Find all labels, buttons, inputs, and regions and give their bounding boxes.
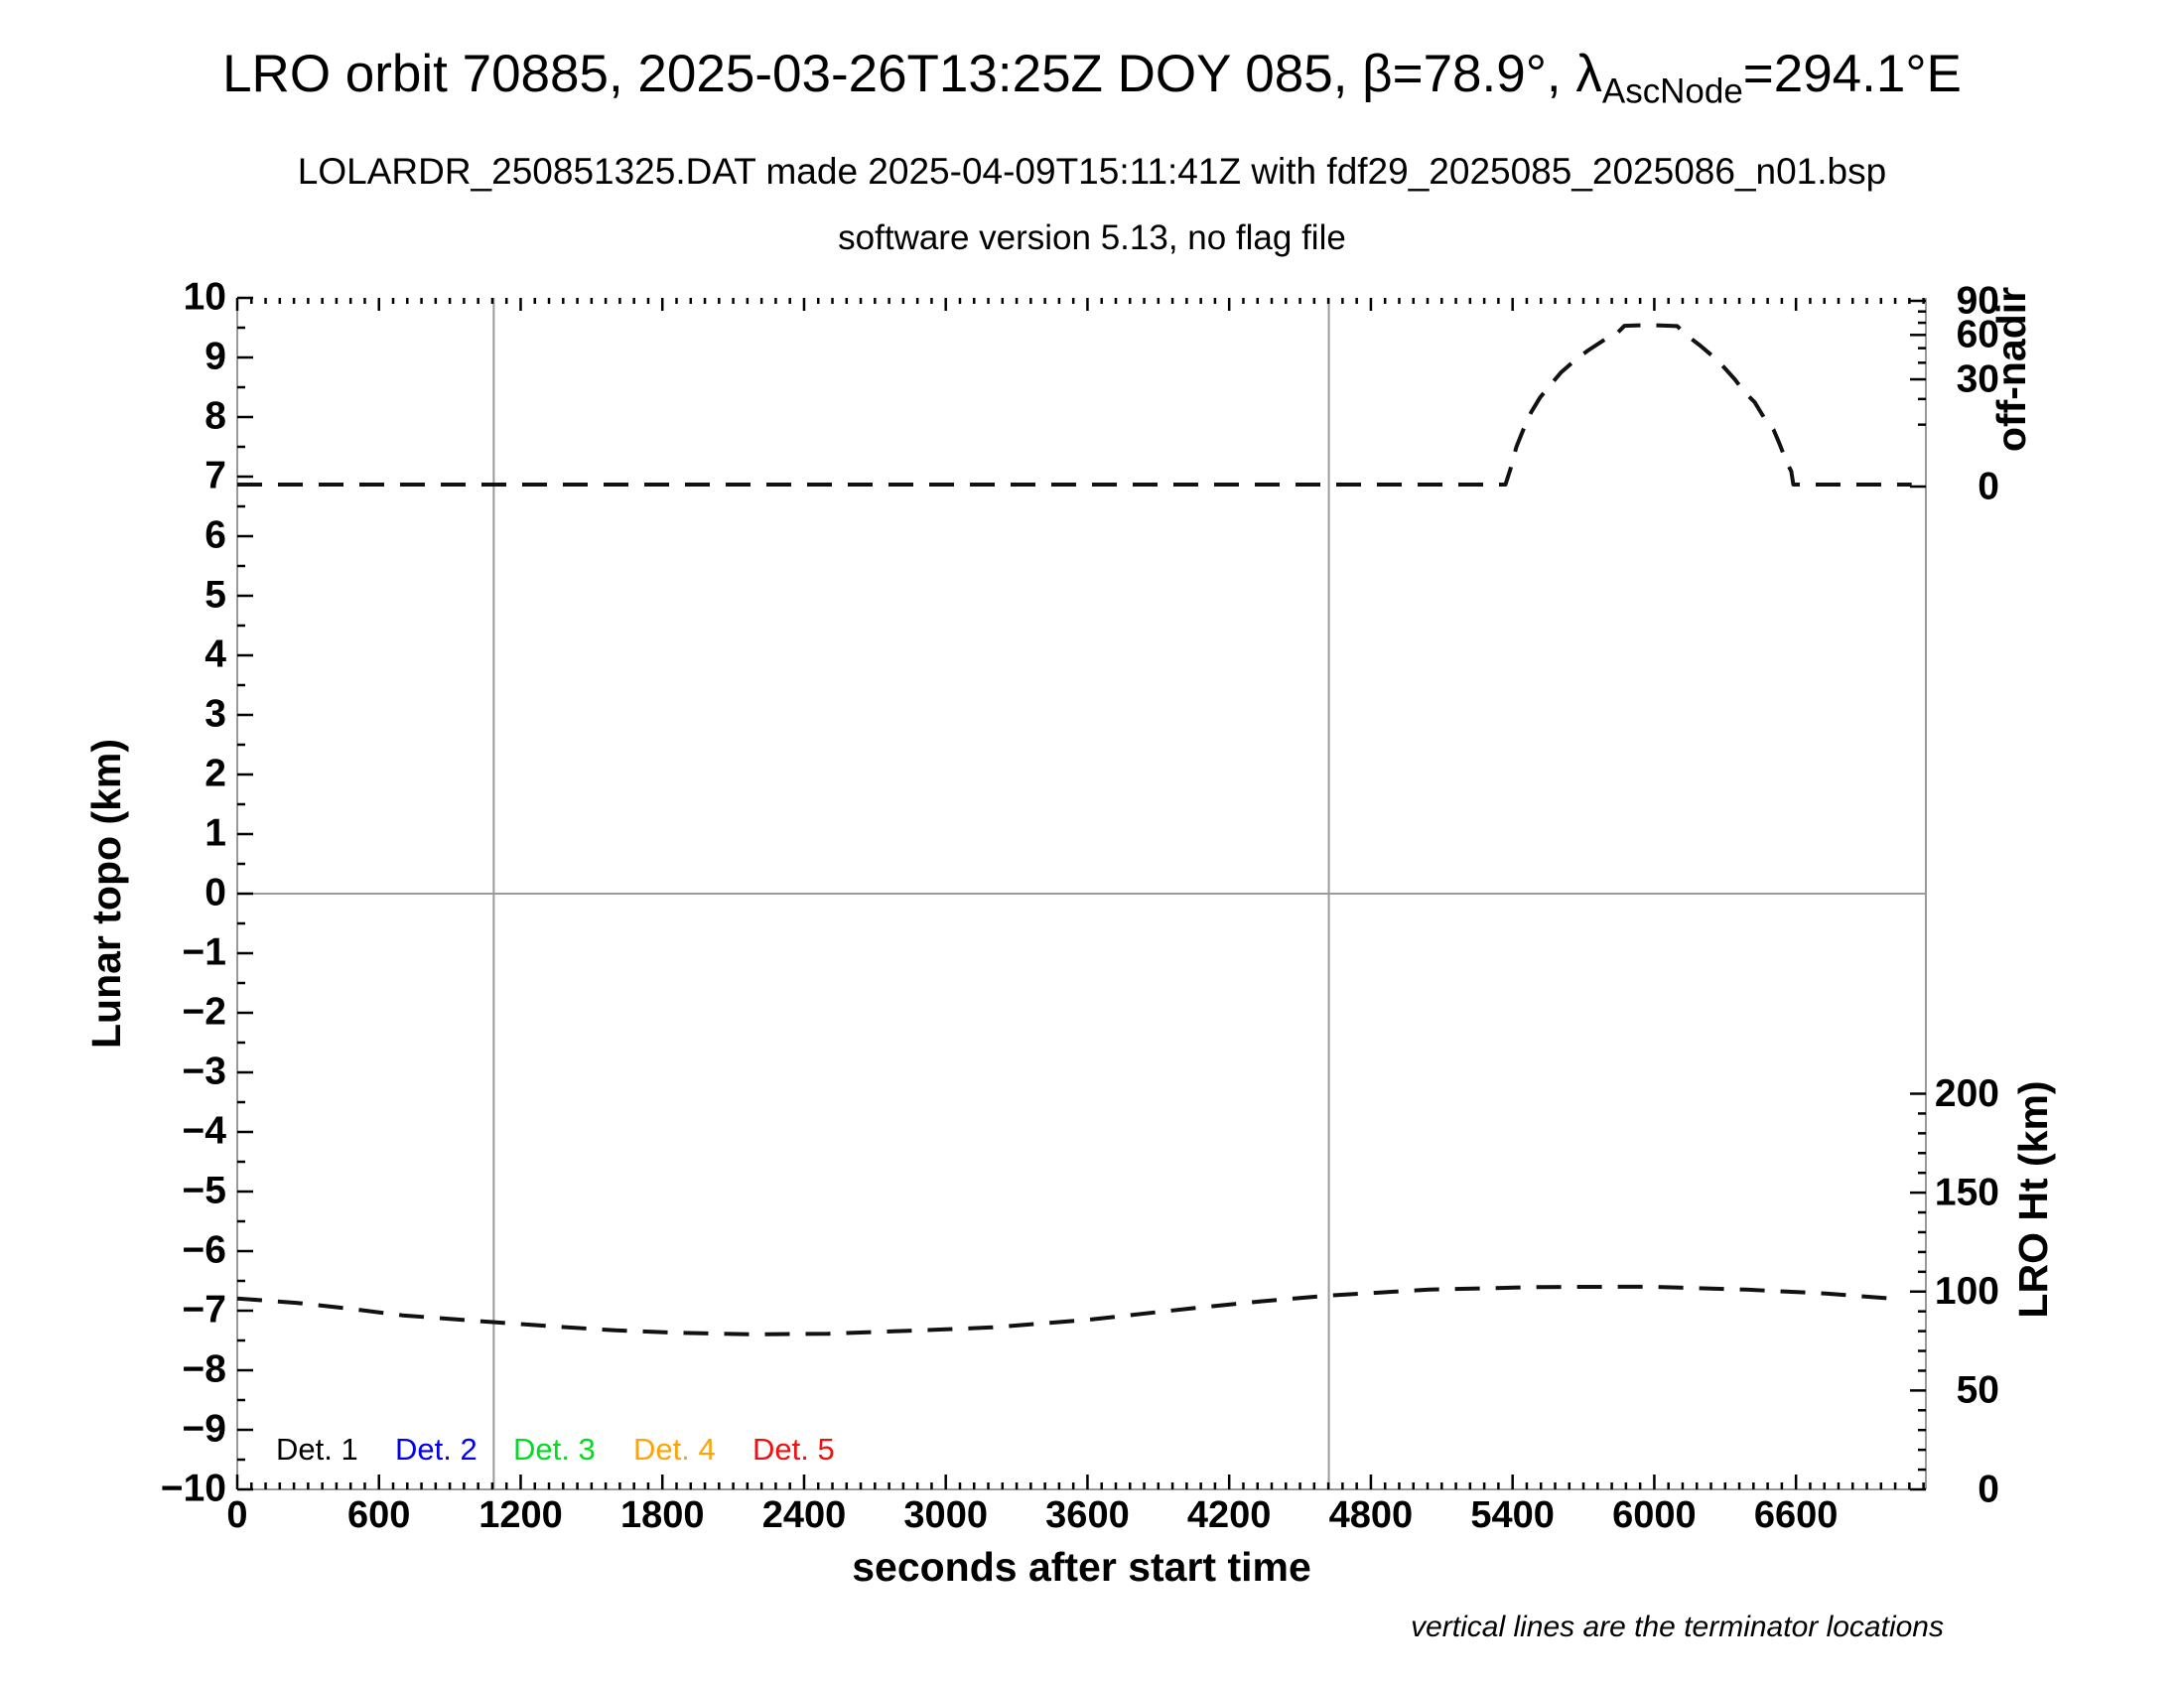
legend-det-4: Det. 4 — [633, 1432, 716, 1467]
y-left-tick-label: 4 — [205, 633, 226, 675]
y-left-tick-label: 5 — [205, 573, 226, 616]
lro-height-curve — [236, 1284, 1891, 1336]
x-tick-label: 600 — [347, 1494, 410, 1536]
lro-ht-tick-label: 150 — [1935, 1171, 1999, 1213]
y-left-axis-title: Lunar topo (km) — [83, 739, 129, 1049]
y-left-tick-label: −6 — [183, 1228, 226, 1271]
y-left-tick-label: 7 — [205, 454, 226, 496]
off-nadir-tick-label: 30 — [1957, 357, 1999, 400]
terminator-footnote: vertical lines are the terminator locati… — [1411, 1611, 1944, 1643]
x-tick-label: 4800 — [1329, 1494, 1414, 1536]
x-tick-label: 4200 — [1187, 1494, 1272, 1536]
legend-det-3: Det. 3 — [513, 1432, 596, 1467]
legend-det-1: Det. 1 — [276, 1432, 358, 1467]
off-nadir-tick-label: 90 — [1957, 279, 1999, 322]
title-subscript: AscNode — [1601, 71, 1743, 111]
y-left-tick-label: −3 — [183, 1050, 226, 1092]
off-nadir-curve — [237, 323, 1912, 487]
y-left-tick-label: −2 — [183, 990, 226, 1033]
y-left-tick-label: 0 — [205, 871, 226, 914]
lro-ht-tick-label: 100 — [1935, 1270, 1999, 1313]
title-main: LRO orbit 70885, 2025-03-26T13:25Z DOY 0… — [222, 45, 1602, 103]
y-left-tick-label: 2 — [205, 752, 226, 794]
x-tick-label: 5400 — [1470, 1494, 1555, 1536]
y-left-tick-label: −5 — [183, 1169, 226, 1211]
y-left-tick-label: 6 — [205, 513, 226, 556]
y-left-tick-label: 9 — [205, 335, 226, 377]
x-tick-label: 3600 — [1045, 1494, 1130, 1536]
legend-det-2: Det. 2 — [395, 1432, 478, 1467]
lro-ht-tick-label: 0 — [1978, 1468, 1999, 1510]
y-left-tick-label: −10 — [161, 1467, 226, 1509]
x-tick-label: 3000 — [903, 1494, 988, 1536]
off-nadir-tick-label: 0 — [1978, 465, 1999, 507]
title-suffix: =294.1°E — [1742, 45, 1962, 103]
subtitle-file-line: LOLARDR_250851325.DAT made 2025-04-09T15… — [297, 151, 1887, 192]
x-tick-label: 1800 — [620, 1494, 705, 1536]
y-left-tick-label: 3 — [205, 692, 226, 735]
y-left-tick-label: 10 — [184, 275, 226, 318]
x-tick-label: 0 — [226, 1494, 247, 1536]
y-left-tick-label: −9 — [183, 1407, 226, 1450]
y-left-tick-label: 1 — [205, 811, 226, 854]
lro-ht-tick-label: 200 — [1935, 1072, 1999, 1115]
subtitle-version-line: software version 5.13, no flag file — [838, 218, 1346, 257]
legend-det-5: Det. 5 — [752, 1432, 835, 1467]
x-tick-label: 6000 — [1612, 1494, 1697, 1536]
x-tick-label: 1200 — [478, 1494, 563, 1536]
y-left-tick-label: −8 — [183, 1347, 226, 1390]
y-left-tick-label: −7 — [183, 1288, 226, 1331]
lro-ht-tick-label: 50 — [1957, 1369, 1999, 1412]
x-tick-label: 6600 — [1754, 1494, 1839, 1536]
x-tick-label: 2400 — [762, 1494, 847, 1536]
off-nadir-axis-title: off-nadir — [1988, 287, 2034, 452]
off-nadir-tick-label: 60 — [1957, 314, 1999, 356]
lro-ht-axis-title: LRO Ht (km) — [2010, 1080, 2056, 1318]
y-left-tick-label: 8 — [205, 394, 226, 437]
page-title: LRO orbit 70885, 2025-03-26T13:25Z DOY 0… — [0, 44, 2184, 109]
x-axis-title: seconds after start time — [852, 1544, 1311, 1590]
y-left-tick-label: −4 — [183, 1109, 227, 1152]
y-left-tick-label: −1 — [183, 930, 226, 973]
